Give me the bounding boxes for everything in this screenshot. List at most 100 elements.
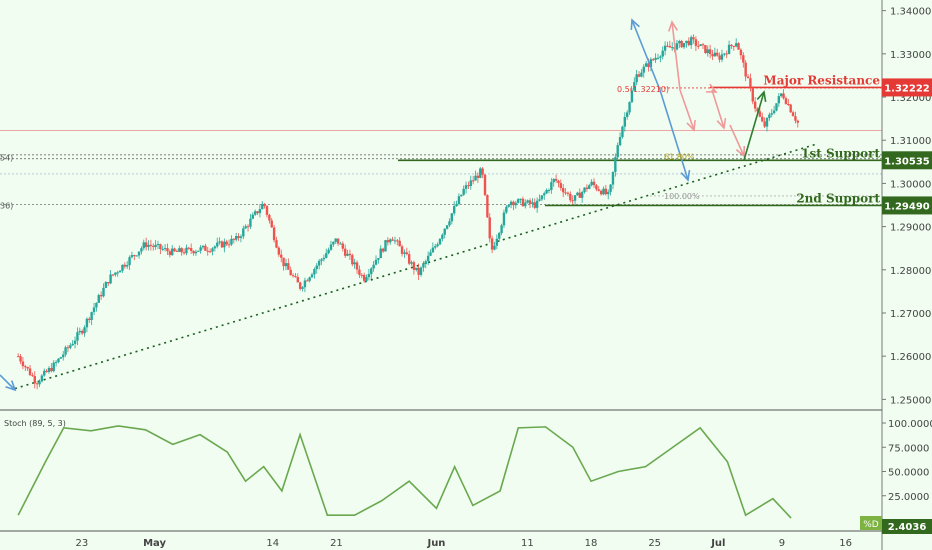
- candle-body: [789, 104, 792, 113]
- candle-body: [407, 254, 411, 264]
- candle-body: [763, 121, 766, 127]
- candle-body: [246, 226, 250, 228]
- stoch-tick-label: 25.0000: [888, 492, 929, 503]
- candle-body: [62, 354, 65, 358]
- candle-body: [400, 246, 404, 254]
- candle-body: [535, 200, 539, 208]
- candle-body: [97, 295, 100, 303]
- candle-body: [133, 255, 136, 257]
- candle-body: [322, 257, 326, 260]
- candle-body: [701, 44, 705, 46]
- time-tick-label: 14: [266, 538, 279, 549]
- candle-body: [270, 220, 273, 228]
- candle-body: [284, 263, 288, 267]
- candle-body: [490, 238, 494, 250]
- candle-body: [125, 265, 129, 267]
- candle-body: [168, 251, 172, 256]
- candle-body: [654, 57, 657, 60]
- candle-body: [656, 57, 660, 59]
- candle-body: [189, 248, 193, 251]
- pink-arrow-2: [711, 89, 725, 129]
- price-tick-label: 1.34000: [890, 7, 931, 18]
- candle-body: [265, 206, 269, 215]
- candle-body: [675, 43, 679, 50]
- candle-body: [346, 253, 349, 256]
- left-level-label: 36): [0, 202, 13, 211]
- candle-body: [635, 74, 638, 83]
- candle-body: [166, 248, 169, 252]
- candle-body: [429, 252, 432, 256]
- candle-body: [296, 276, 300, 283]
- candle-body: [90, 312, 93, 320]
- blue-arrow-low-head: [5, 380, 17, 392]
- candle-body: [711, 54, 714, 57]
- stoch-tick-label: 100.0000: [888, 419, 932, 430]
- candle-body: [329, 244, 333, 250]
- annotation-labels: 0.5(1.32210) 61.80% 100.00% 54) 36) Major Res…: [0, 73, 932, 534]
- candle-body: [313, 269, 316, 275]
- pink-arrow-4: [729, 124, 745, 157]
- stochastic-pane[interactable]: Stoch (89, 5, 3): [4, 419, 792, 519]
- candle-body: [201, 245, 205, 248]
- candle-body: [199, 247, 202, 251]
- candle-body: [554, 178, 558, 181]
- candle-body: [377, 258, 380, 260]
- candle-body: [249, 218, 252, 227]
- candle-body: [685, 40, 688, 44]
- candle-body: [614, 157, 617, 172]
- candle-body: [580, 192, 584, 198]
- candle-body: [73, 340, 77, 344]
- candle-body: [92, 307, 96, 313]
- candle-body: [716, 52, 719, 56]
- candle-body: [45, 370, 48, 372]
- candle-body: [142, 242, 145, 249]
- candle-body: [208, 251, 212, 253]
- candle-body: [495, 238, 499, 246]
- candle-body: [531, 202, 534, 204]
- candle-body: [59, 357, 63, 359]
- candle-body: [370, 268, 373, 275]
- candle-body: [277, 247, 281, 255]
- candle-body: [739, 49, 743, 56]
- candle-body: [78, 330, 81, 333]
- candle-body: [149, 244, 153, 246]
- candle-body: [16, 356, 20, 358]
- candle-body: [54, 362, 58, 364]
- candle-body: [633, 82, 636, 91]
- candle-body: [358, 269, 361, 275]
- candle-body: [128, 257, 131, 266]
- candle-body: [699, 44, 702, 47]
- ascending-trendline: [14, 143, 816, 390]
- candle-body: [365, 277, 368, 281]
- candle-body: [107, 282, 110, 284]
- candle-body: [471, 180, 475, 182]
- candle-body: [794, 116, 797, 121]
- blue-arrow-up: [631, 19, 661, 91]
- candle-body: [661, 50, 664, 57]
- candle-body: [562, 188, 565, 193]
- candle-body: [749, 78, 752, 88]
- candle-body: [469, 180, 472, 187]
- green-arrow-up: [743, 91, 765, 161]
- candle-body: [192, 250, 195, 254]
- candle-body: [204, 245, 207, 251]
- time-tick-label: Jul: [710, 538, 725, 549]
- candle-body: [405, 252, 409, 255]
- candle-body: [417, 267, 420, 275]
- fib-support-label: 100.00%: [664, 192, 700, 201]
- candle-body: [26, 366, 29, 369]
- price-pane[interactable]: [0, 18, 882, 392]
- candle-body: [737, 43, 740, 50]
- price-tick-label: 1.26000: [890, 352, 931, 363]
- candle-body: [64, 347, 67, 355]
- candle-body: [616, 145, 619, 158]
- candle-body: [569, 193, 572, 201]
- price-tick-label: 1.33000: [890, 50, 931, 61]
- candle-body: [590, 181, 593, 186]
- second-support-value: 1.29490: [884, 201, 930, 212]
- candle-body: [538, 199, 541, 201]
- candle-body: [137, 251, 141, 256]
- candle-body: [384, 240, 387, 252]
